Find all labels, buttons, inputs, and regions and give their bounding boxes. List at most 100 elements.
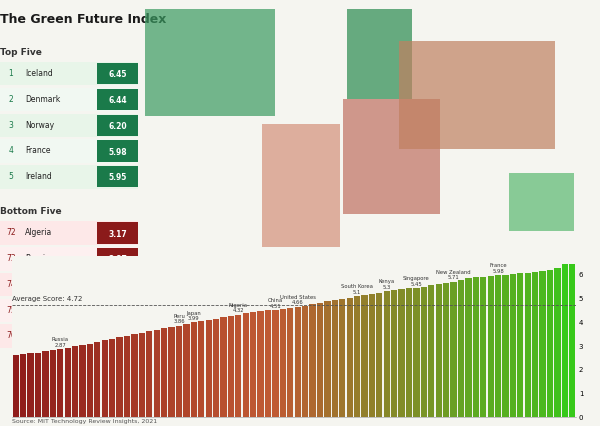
Bar <box>428 285 434 417</box>
Bar <box>169 327 175 417</box>
Bar <box>324 301 331 417</box>
Bar <box>391 290 397 417</box>
Text: 6.44: 6.44 <box>109 96 127 105</box>
FancyBboxPatch shape <box>0 222 138 245</box>
Text: Ireland: Ireland <box>25 172 52 181</box>
Bar <box>347 9 412 99</box>
Text: France: France <box>25 147 50 155</box>
Text: Algeria: Algeria <box>25 228 52 237</box>
Bar <box>250 312 256 417</box>
Bar <box>20 354 26 417</box>
Bar <box>198 321 205 417</box>
Bar <box>369 294 375 417</box>
FancyBboxPatch shape <box>0 113 138 137</box>
Bar <box>488 276 494 417</box>
FancyBboxPatch shape <box>0 165 138 188</box>
Bar <box>228 316 234 417</box>
Bar <box>317 303 323 417</box>
Text: Kenya
5.3: Kenya 5.3 <box>379 279 395 290</box>
Bar <box>354 296 360 417</box>
Text: Top Five: Top Five <box>0 48 42 57</box>
Text: South Korea
5.1: South Korea 5.1 <box>341 284 373 295</box>
Bar <box>495 275 501 417</box>
Text: 2.72: 2.72 <box>109 307 127 316</box>
Bar <box>272 310 278 417</box>
Bar <box>101 340 108 417</box>
Bar <box>310 305 316 417</box>
Bar <box>94 342 100 417</box>
Bar <box>220 317 227 417</box>
Bar <box>451 282 457 417</box>
Bar <box>473 277 479 417</box>
Bar <box>509 173 574 231</box>
FancyBboxPatch shape <box>97 325 138 347</box>
Bar <box>50 350 56 417</box>
Text: 5: 5 <box>8 172 13 181</box>
Text: 1: 1 <box>8 69 13 78</box>
Bar <box>554 268 560 417</box>
Text: 5.95: 5.95 <box>109 173 127 182</box>
Text: United States
4.66: United States 4.66 <box>280 294 316 305</box>
Bar <box>458 280 464 417</box>
Bar <box>139 333 145 417</box>
Text: Iceland: Iceland <box>25 69 53 78</box>
Text: Qatar: Qatar <box>25 331 47 340</box>
FancyBboxPatch shape <box>0 88 138 111</box>
Bar <box>347 298 353 417</box>
Text: Average Score: 4.72: Average Score: 4.72 <box>12 296 82 302</box>
Bar <box>72 346 78 417</box>
Bar <box>176 325 182 417</box>
Text: 73: 73 <box>6 254 16 263</box>
Bar <box>145 9 275 115</box>
Bar <box>302 305 308 417</box>
Bar <box>213 319 219 417</box>
FancyBboxPatch shape <box>0 299 138 322</box>
Bar <box>146 331 152 417</box>
Text: Bottom Five: Bottom Five <box>0 207 62 216</box>
Text: Paraguay: Paraguay <box>25 306 61 315</box>
Text: 72: 72 <box>6 228 16 237</box>
FancyBboxPatch shape <box>97 63 138 84</box>
Bar <box>502 275 509 417</box>
Bar <box>532 272 538 417</box>
Bar <box>524 273 531 417</box>
Bar <box>161 328 167 417</box>
Bar <box>465 278 472 417</box>
Bar <box>480 276 487 417</box>
Text: Russia: Russia <box>25 254 50 263</box>
FancyBboxPatch shape <box>97 222 138 244</box>
Text: Source: MIT Technology Review Insights, 2021: Source: MIT Technology Review Insights, … <box>12 419 157 424</box>
Bar <box>517 273 523 417</box>
Bar <box>154 330 160 417</box>
Text: Iran: Iran <box>25 280 40 289</box>
FancyBboxPatch shape <box>0 325 138 348</box>
Text: 74: 74 <box>6 280 16 289</box>
FancyBboxPatch shape <box>0 62 138 85</box>
Bar <box>406 288 412 417</box>
Text: 3.17: 3.17 <box>109 230 127 239</box>
Text: 6.45: 6.45 <box>109 70 127 79</box>
Bar <box>436 284 442 417</box>
FancyBboxPatch shape <box>97 89 138 110</box>
Text: 75: 75 <box>6 306 16 315</box>
Bar <box>287 308 293 417</box>
Bar <box>376 293 382 417</box>
Bar <box>343 99 440 214</box>
Bar <box>262 124 340 248</box>
FancyBboxPatch shape <box>97 248 138 269</box>
Text: Russia
2.87: Russia 2.87 <box>52 337 69 348</box>
Bar <box>443 283 449 417</box>
Bar <box>28 353 34 417</box>
Bar <box>265 311 271 417</box>
Text: 2: 2 <box>8 95 13 104</box>
Bar <box>13 355 19 417</box>
Bar <box>183 325 190 417</box>
Bar <box>361 295 368 417</box>
Text: Singapore
5.45: Singapore 5.45 <box>403 276 430 287</box>
Bar <box>206 320 212 417</box>
Bar <box>57 349 64 417</box>
Text: France
5.98: France 5.98 <box>489 263 507 274</box>
FancyBboxPatch shape <box>97 300 138 321</box>
Bar <box>510 274 516 417</box>
Text: China
4.51: China 4.51 <box>268 298 283 309</box>
